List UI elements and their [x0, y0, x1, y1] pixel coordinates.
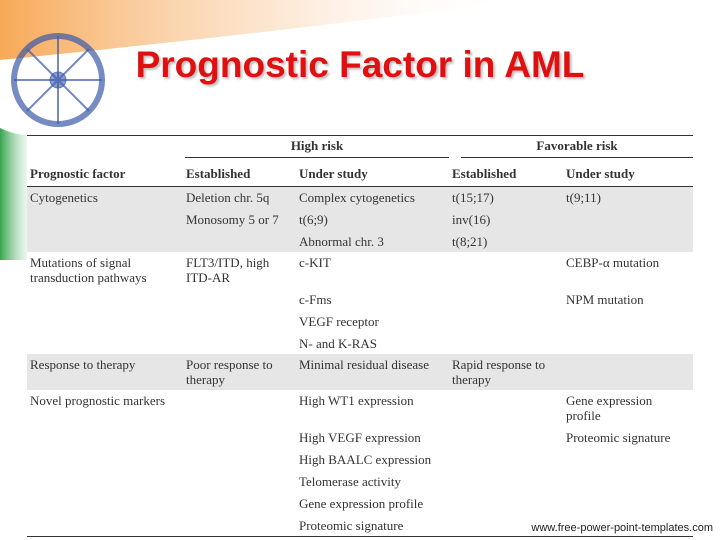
table-cell: Mutations of signal transduction pathway… [30, 255, 147, 285]
footer-url: www.free-power-point-templates.com [531, 522, 713, 534]
table-cell: Rapid response to therapy [452, 357, 546, 387]
column-header: Under study [563, 158, 693, 187]
table-cell: N- and K-RAS [299, 336, 377, 351]
table-cell: t(8;21) [452, 234, 488, 249]
column-header-row: Prognostic factor Established Under study E… [27, 158, 693, 187]
slide-title: Prognostic Factor in AML [135, 44, 585, 85]
table-cell: Gene expression profile [299, 496, 424, 511]
table-cell: Proteomic signature [566, 430, 671, 445]
table-cell: t(15;17) [452, 190, 494, 205]
column-header: Prognostic factor [27, 158, 183, 187]
table-row: Mutations of signal transduction pathway… [27, 252, 693, 354]
table-cell: c-KIT [299, 255, 331, 270]
table-cell: Minimal residual disease [299, 357, 429, 372]
table-cell: Monosomy 5 or 7 [186, 212, 279, 227]
table-cell: High BAALC expression [299, 452, 432, 467]
table-cell: Deletion chr. 5q [186, 190, 270, 205]
table-cell: Poor response to therapy [186, 357, 273, 387]
table-body: Cytogenetics Deletion chr. 5q Monosomy 5 o… [27, 187, 693, 536]
group-header: Favorable risk [461, 138, 693, 158]
green-band [0, 128, 27, 260]
table-row: Response to therapy Poor response to ther… [27, 354, 693, 390]
table-cell: Response to therapy [30, 357, 136, 372]
table: High risk Favorable risk Prognostic fact… [27, 135, 693, 537]
chakra [11, 33, 105, 127]
table-cell: High VEGF expression [299, 430, 421, 445]
table-cell: c-Fms [299, 292, 332, 307]
table-cell: Novel prognostic markers [30, 393, 166, 408]
group-header: High risk [185, 138, 449, 158]
table-cell: Complex cytogenetics [299, 190, 415, 205]
column-header: Under study [296, 158, 449, 187]
table-cell: t(6;9) [299, 212, 328, 227]
table-cell: High WT1 expression [299, 393, 414, 408]
column-header: Established [183, 158, 296, 187]
table-cell: Cytogenetics [30, 190, 98, 205]
column-header: Established [449, 158, 563, 187]
table-cell: FLT3/ITD, high ITD-AR [186, 255, 270, 285]
table-cell: inv(16) [452, 212, 491, 227]
table-cell: Proteomic signature [299, 518, 404, 533]
group-header-row: High risk Favorable risk [27, 136, 693, 158]
table-cell: t(9;11) [566, 190, 601, 205]
table-row: Novel prognostic markers High WT1 express… [27, 390, 693, 536]
table-cell: Telomerase activity [299, 474, 401, 489]
saffron-band [0, 0, 520, 60]
table-cell: CEBP-α mutation [566, 255, 660, 270]
table-cell: Gene expression profile [566, 393, 653, 423]
table-cell: VEGF receptor [299, 314, 379, 329]
table-cell: Abnormal chr. 3 [299, 234, 384, 249]
table-row: Cytogenetics Deletion chr. 5q Monosomy 5 o… [27, 187, 693, 252]
table-cell: NPM mutation [566, 292, 644, 307]
